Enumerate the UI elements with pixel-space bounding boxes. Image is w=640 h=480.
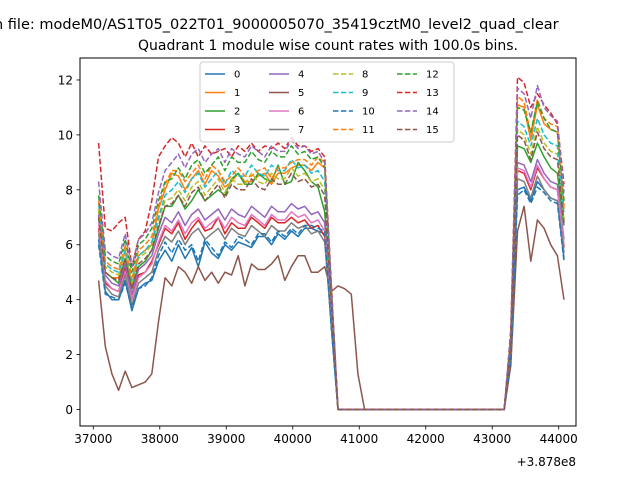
legend-label-7: 7: [298, 125, 304, 136]
chart-title: Quadrant 1 module wise count rates with …: [138, 38, 518, 54]
series-lines: [97, 76, 565, 411]
x-tick-label: 38000: [141, 432, 179, 446]
x-tick-label: 44000: [540, 432, 578, 446]
series-line-15: [97, 131, 565, 411]
series-line-14: [97, 84, 565, 411]
legend-label-10: 10: [362, 107, 375, 118]
legend-label-1: 1: [234, 88, 240, 99]
y-tick-label: 0: [65, 403, 73, 417]
x-offset-label: +3.878e8: [517, 455, 576, 469]
legend-label-3: 3: [234, 125, 240, 136]
plot-area: [79, 57, 577, 427]
legend-label-12: 12: [426, 70, 439, 81]
x-axis: 37000 38000 39000 40000 41000 42000 43000 44000: [74, 426, 578, 446]
legend-label-14: 14: [426, 107, 439, 118]
series-line-11: [97, 95, 565, 411]
x-tick-label: 43000: [473, 432, 511, 446]
y-tick-label: 4: [65, 293, 73, 307]
series-line-1: [97, 103, 565, 411]
legend-label-4: 4: [298, 70, 304, 81]
y-tick-label: 12: [58, 73, 73, 87]
x-tick-label: 39000: [207, 432, 245, 446]
y-axis: 0 2 4 6 8 10 12: [58, 73, 80, 417]
legend-frame: [199, 61, 455, 143]
legend-label-13: 13: [426, 88, 439, 99]
x-tick-label: 40000: [274, 432, 312, 446]
y-tick-label: 8: [65, 183, 73, 197]
x-tick-label: 37000: [74, 432, 112, 446]
x-tick-label: 42000: [407, 432, 445, 446]
chart-suptitle: n file: modeM0/AS1T05_022T01_9000005070_…: [0, 17, 559, 33]
legend-label-2: 2: [234, 107, 240, 118]
y-tick-label: 2: [65, 348, 73, 362]
x-tick-label: 41000: [340, 432, 378, 446]
axes-frame: [79, 57, 577, 427]
legend-label-0: 0: [234, 70, 240, 81]
y-tick-label: 6: [65, 238, 73, 252]
legend-label-8: 8: [362, 70, 368, 81]
legend-label-5: 5: [298, 88, 304, 99]
series-line-9: [97, 117, 565, 411]
legend-label-6: 6: [298, 107, 304, 118]
legend-label-15: 15: [426, 125, 439, 136]
legend-label-11: 11: [362, 125, 375, 136]
y-tick-label: 10: [58, 128, 73, 142]
legend-label-9: 9: [362, 88, 368, 99]
series-line-8: [97, 125, 565, 411]
